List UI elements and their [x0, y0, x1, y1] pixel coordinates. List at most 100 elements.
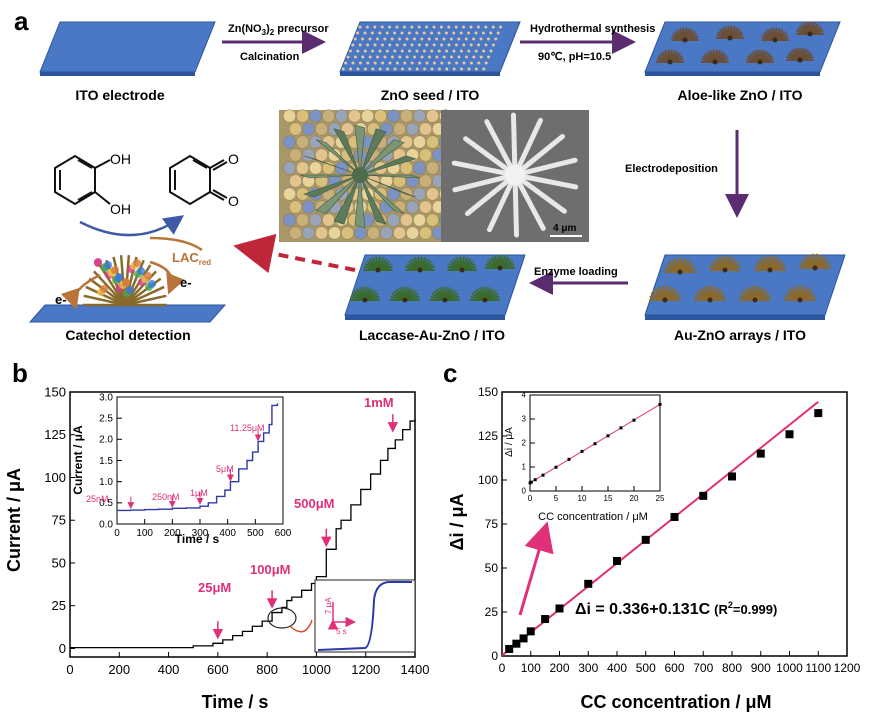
seed-dot	[469, 43, 473, 47]
sem-core	[505, 165, 525, 185]
succulent-leaf	[359, 155, 417, 176]
seed-dot	[363, 67, 367, 71]
oh-label-2: OH	[110, 201, 131, 217]
seed-dot	[432, 25, 436, 29]
chart-b-inset-xlabel: Time / s	[175, 532, 220, 546]
label-au-zno: Au-ZnO arrays / ITO	[674, 327, 806, 343]
zno-core	[727, 35, 733, 41]
seed-dot	[494, 37, 498, 41]
electron-arrow-2	[60, 273, 101, 310]
sem-rod	[484, 119, 518, 178]
soil-bead	[282, 109, 297, 123]
seed-dot	[346, 55, 350, 59]
seed-dot	[373, 61, 377, 65]
chart-b-ylabel: Current / μA	[4, 468, 24, 572]
protein-blob	[144, 272, 152, 280]
seed-dot	[410, 43, 414, 47]
zno-core	[722, 267, 728, 273]
panel-letter-b: b	[12, 358, 28, 388]
succulent-leaf	[359, 174, 421, 179]
soil-bead	[295, 109, 310, 123]
seed-dot	[447, 25, 451, 29]
seed-dot	[378, 31, 382, 35]
y-tick-label: 0	[522, 487, 527, 496]
y-tick-label: 25	[485, 605, 499, 619]
succulent-leaf	[359, 128, 387, 176]
seed-dot	[427, 37, 431, 41]
seed-dot	[410, 25, 414, 29]
seed-dot	[358, 61, 362, 65]
chart-b-zoom-inset: 7 μA 5 s	[267, 579, 416, 653]
seed-dot	[412, 37, 416, 41]
soil-bead	[321, 213, 336, 227]
y-tick-label: 150	[478, 385, 498, 399]
zno-core	[772, 37, 778, 43]
data-point	[814, 409, 823, 418]
seed-dot	[349, 67, 353, 71]
soil-bead	[425, 109, 440, 123]
soil-bead	[288, 200, 303, 214]
data-point	[699, 491, 708, 500]
zoom-scale-x-label: 5 s	[336, 627, 347, 636]
enzyme-rod	[85, 285, 126, 307]
annotation-500uM: 500μM	[294, 496, 334, 511]
zno-core	[757, 59, 763, 65]
seed-dot	[467, 67, 471, 71]
inset-annotation-25nM: 25nM	[86, 494, 109, 504]
seed-dot	[383, 55, 387, 59]
zno-core	[682, 37, 688, 43]
protein-blob	[133, 259, 141, 267]
annotation-25uM: 25μM	[198, 580, 231, 595]
seed-dot	[454, 43, 458, 47]
seed-dot	[361, 37, 365, 41]
seed-dot	[381, 61, 385, 65]
x-tick-label: 500	[247, 528, 264, 539]
seed-dot	[474, 49, 478, 53]
seed-dot	[454, 25, 458, 29]
seed-dot	[467, 49, 471, 53]
seed-dot	[395, 43, 399, 47]
zno-core	[797, 297, 803, 303]
inset-data-point	[632, 418, 636, 422]
aloe-substrate-edge	[645, 72, 820, 76]
chart-c: 0 100 200 300 400 500 600 700 800 900 1000 1100 1200…	[478, 385, 861, 675]
y-tick-label: 0	[59, 641, 66, 656]
soil-bead	[405, 200, 420, 214]
soil-bead	[288, 122, 303, 136]
zno-core	[402, 297, 408, 303]
inset-pointer-arrow	[518, 521, 554, 616]
soil-bead	[399, 109, 414, 123]
seed-dot	[430, 31, 434, 35]
soil-bead	[353, 226, 368, 240]
succulent-leaf	[299, 174, 361, 179]
inset-data-point	[593, 442, 597, 446]
seed-dot	[361, 55, 365, 59]
seed-dot	[417, 43, 421, 47]
seed-dot	[378, 67, 382, 71]
seed-dot	[432, 61, 436, 65]
seed-dot	[393, 49, 397, 53]
sem-rod	[510, 112, 518, 178]
seed-dot	[467, 31, 471, 35]
arrow-electrodeposition-label: Electrodeposition	[625, 163, 718, 175]
seed-dot	[398, 37, 402, 41]
seed-dot	[496, 31, 500, 35]
x-tick-label: 1200	[834, 661, 861, 675]
seed-dot	[407, 31, 411, 35]
o-label-2: O	[228, 193, 239, 209]
plot-frame	[116, 396, 284, 525]
seed-dot	[440, 43, 444, 47]
seed-dot	[487, 55, 491, 59]
data-point	[728, 472, 736, 481]
y-tick-label: 4	[522, 391, 527, 400]
seed-dot	[425, 61, 429, 65]
lac-label: LACred	[172, 250, 211, 267]
seed-dot	[457, 37, 461, 41]
seed-dot	[420, 55, 424, 59]
succulent-leaf	[354, 124, 366, 176]
x-tick-label: 1400	[401, 662, 430, 677]
seed-dot	[417, 25, 421, 29]
zno-core	[417, 267, 423, 273]
seed-dot	[415, 67, 419, 71]
y-tick-label: 2	[522, 439, 527, 448]
